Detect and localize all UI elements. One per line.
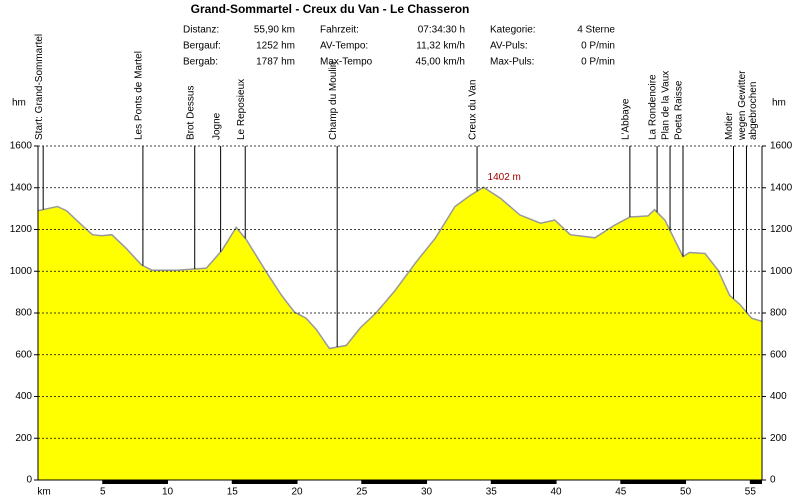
- x-tick-label: 45: [615, 487, 627, 498]
- elevation-area: [38, 187, 762, 481]
- stat-label: Kategorie:: [490, 25, 536, 36]
- scale-bar: [620, 480, 686, 484]
- scale-bar: [102, 480, 168, 484]
- x-tick-label: 40: [551, 487, 563, 498]
- y2-tick-label: 0: [770, 475, 776, 486]
- y2-tick-label: 1400: [770, 182, 793, 193]
- y-tick-label: 800: [15, 308, 32, 319]
- y2-tick-label: 200: [770, 433, 787, 444]
- waypoint-label: Brot Dessus: [185, 86, 196, 140]
- waypoint-label: Motier: [724, 112, 735, 140]
- y-tick-label: 600: [15, 349, 32, 360]
- waypoint-label: wegen Gewitter: [737, 70, 748, 141]
- waypoint-label: Start: Grand-Sommartel: [34, 34, 45, 140]
- stat-value: 11,32 km/h: [416, 41, 465, 52]
- waypoint-label: abgebrochen: [748, 82, 759, 140]
- scale-bar: [361, 480, 427, 484]
- y2-tick-label: 1600: [770, 141, 793, 152]
- waypoint-label: Creux du Van: [468, 80, 479, 140]
- x-tick-label: 30: [421, 487, 433, 498]
- x-tick-label: 5: [100, 487, 106, 498]
- stat-value: 0 P/min: [581, 41, 615, 52]
- chart-title: Grand-Sommartel - Creux du Van - Le Chas…: [191, 2, 470, 16]
- y-tick-label: 200: [15, 433, 32, 444]
- y-tick-label: 0: [26, 475, 32, 486]
- y2-tick-label: 1200: [770, 224, 793, 235]
- y-tick-label: 1400: [10, 182, 33, 193]
- x-tick-label: 20: [291, 487, 303, 498]
- waypoint-label: Champ du Moulin: [328, 62, 339, 140]
- y-tick-label: 1000: [10, 266, 33, 277]
- waypoint-label: Jogne: [211, 112, 222, 140]
- stat-label: Bergauf:: [183, 41, 221, 52]
- waypoint-label: Les Ponts de Martel: [134, 51, 145, 140]
- stat-value: 1252 hm: [256, 41, 295, 52]
- x-tick-label: 15: [227, 487, 239, 498]
- stat-label: Fahrzeit:: [320, 25, 359, 36]
- waypoint-label: Plan de la Vaux: [661, 71, 672, 140]
- scale-bar: [491, 480, 557, 484]
- x-axis-label: km: [37, 487, 50, 498]
- stat-label: AV-Puls:: [490, 41, 528, 52]
- elevation-line: [37, 186, 763, 350]
- x-tick-label: 50: [680, 487, 692, 498]
- waypoint-label: La Rondenoire: [648, 74, 659, 140]
- stat-label: Distanz:: [183, 25, 219, 36]
- y2-tick-label: 800: [770, 308, 787, 319]
- stat-value: 07:34:30 h: [418, 25, 465, 36]
- x-tick-label: 55: [745, 487, 757, 498]
- waypoint-label: L'Abbaye: [621, 98, 632, 140]
- y2-tick-label: 400: [770, 391, 787, 402]
- y-tick-label: 1200: [10, 224, 33, 235]
- x-tick-label: 10: [162, 487, 174, 498]
- y2-tick-label: 1000: [770, 266, 793, 277]
- y-axis-label: hm: [12, 98, 26, 109]
- scale-bar: [232, 480, 298, 484]
- waypoint-label: Le Reposieux: [236, 79, 247, 140]
- y-tick-label: 1600: [10, 141, 33, 152]
- scale-bar: [750, 480, 762, 484]
- stat-label: Max-Puls:: [490, 57, 534, 68]
- stat-label: Bergab:: [183, 57, 218, 68]
- y2-axis-label: hm: [772, 98, 786, 109]
- stat-value: 1787 hm: [256, 57, 295, 68]
- waypoint-label: Poeta Raisse: [674, 80, 685, 140]
- stat-value: 55,90 km: [254, 25, 295, 36]
- y2-tick-label: 600: [770, 349, 787, 360]
- x-tick-label: 35: [486, 487, 498, 498]
- stat-value: 4 Sterne: [577, 25, 615, 36]
- peak-annotation: 1402 m: [488, 172, 521, 183]
- stat-label: AV-Tempo:: [320, 41, 368, 52]
- y-tick-label: 400: [15, 391, 32, 402]
- stat-label: Max-Tempo: [320, 57, 373, 68]
- stat-value: 0 P/min: [581, 57, 615, 68]
- stat-value: 45,00 km/h: [416, 57, 465, 68]
- x-tick-label: 25: [356, 487, 368, 498]
